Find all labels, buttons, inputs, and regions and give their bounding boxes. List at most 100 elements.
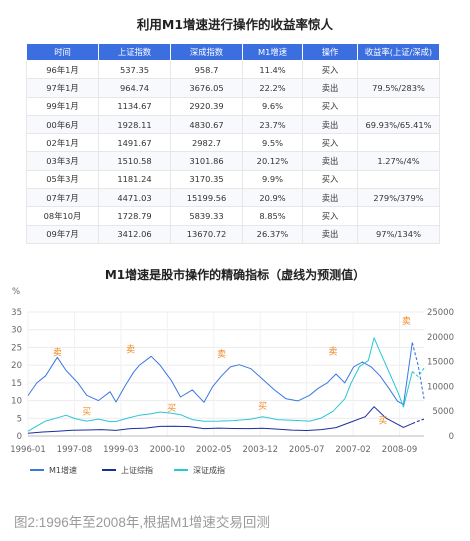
table-cell: 22.2% <box>242 78 303 98</box>
table-cell: 3170.35 <box>170 169 243 190</box>
table-cell: 卖出 <box>302 151 358 171</box>
table-cell: 卖出 <box>302 224 358 244</box>
x-tick-label: 2008-09 <box>382 445 418 455</box>
left-tick-label: 35 <box>11 308 22 318</box>
table-cell: 23.7% <box>242 114 303 135</box>
table-row: 99年1月 1134.67 2920.39 9.6% 买入 <box>26 96 440 116</box>
table-cell: 卖出 <box>302 78 358 98</box>
table-cell: 09年7月 <box>26 224 99 244</box>
table-row: 97年1月 964.74 3676.05 22.2% 卖出 79.5%/283% <box>26 78 440 98</box>
x-tick-label: 2003-12 <box>242 445 278 455</box>
x-tick-label: 1996-01 <box>10 445 46 455</box>
table-cell: 1510.58 <box>98 151 171 171</box>
table-cell: 00年6月 <box>26 114 99 135</box>
right-tick-label: 0 <box>449 432 454 442</box>
series-line <box>411 367 425 378</box>
series-line <box>27 337 413 432</box>
x-tick-label: 2002-05 <box>196 445 232 455</box>
left-tick-label: 25 <box>11 343 22 353</box>
table-cell: 卖出 <box>302 114 358 135</box>
table-cell: 279%/379% <box>357 188 440 208</box>
table-cell: 15199.56 <box>170 188 243 208</box>
table-cell: 买入 <box>302 206 358 226</box>
table-cell: 79.5%/283% <box>357 78 440 98</box>
x-tick-label: 2000-10 <box>150 445 186 455</box>
table-cell: 26.37% <box>242 224 303 244</box>
trade-annotation: 卖 <box>217 349 226 360</box>
table-header-row: 时间 上证指数 深成指数 M1增速 操作 收益率(上证/深成) <box>26 43 440 61</box>
table-cell: 97年1月 <box>26 78 99 98</box>
table-cell: 02年1月 <box>26 133 99 153</box>
column-header: 操作 <box>302 43 358 61</box>
table-cell: 11.4% <box>242 59 303 80</box>
x-tick-label: 1997-08 <box>57 445 93 455</box>
table-cell: 20.9% <box>242 188 303 208</box>
returns-table: 时间 上证指数 深成指数 M1增速 操作 收益率(上证/深成) 96年1月 537.35 95… <box>26 43 440 244</box>
right-tick-label: 15000 <box>427 358 454 368</box>
table-cell: 07年7月 <box>26 188 99 208</box>
table-cell: 20.12% <box>242 151 303 171</box>
table-row: 00年6月 1928.11 4830.67 23.7% 卖出 69.93%/65.41% <box>26 114 440 135</box>
left-axis-unit: % <box>12 287 20 297</box>
legend-label: M1增速 <box>49 465 77 475</box>
right-tick-label: 25000 <box>427 308 454 318</box>
table-cell: 99年1月 <box>26 96 99 116</box>
table-cell: 1181.24 <box>98 169 171 190</box>
table-cell: 05年3月 <box>26 169 99 190</box>
trade-annotation: 买 <box>167 403 176 414</box>
left-tick-label: 10 <box>11 397 22 407</box>
table-cell: 03年3月 <box>26 151 99 171</box>
table-cell: 3412.06 <box>98 224 171 244</box>
column-header: M1增速 <box>242 43 303 61</box>
right-tick-label: 10000 <box>427 382 454 392</box>
table-cell: 537.35 <box>98 59 171 80</box>
figure-caption: 图2:1996年至2008年,根据M1增速交易回测 <box>14 515 270 530</box>
table-cell: 5839.33 <box>170 206 243 226</box>
table-cell: 9.9% <box>242 169 303 190</box>
table-cell: 3101.86 <box>170 151 243 171</box>
x-tick-label: 2007-02 <box>335 445 371 455</box>
table-row: 08年10月 1728.79 5839.33 8.85% 买入 <box>26 206 440 226</box>
legend-label: 上证综指 <box>121 465 153 475</box>
trade-annotation: 买 <box>82 407 91 418</box>
table-cell: 买入 <box>302 169 358 190</box>
legend-label: 深证成指 <box>193 465 225 475</box>
trade-annotation: 卖 <box>53 347 62 358</box>
table-cell: 1.27%/4% <box>357 151 440 171</box>
table-title: 利用M1增速进行操作的收益率惊人 <box>136 17 334 32</box>
trade-annotation: 卖 <box>329 346 338 357</box>
table-body: 96年1月 537.35 958.7 11.4% 买入 97年1月 964.74 3676.0… <box>26 59 440 244</box>
left-tick-label: 0 <box>17 432 22 442</box>
x-tick-label: 1999-03 <box>103 445 139 455</box>
table-cell: 97%/134% <box>357 224 440 244</box>
chart-title: M1增速是股市操作的精确指标（虚线为预测值） <box>104 268 366 282</box>
column-header: 上证指数 <box>98 43 171 61</box>
table-cell: 69.93%/65.41% <box>357 114 440 135</box>
right-tick-label: 20000 <box>427 333 454 343</box>
table-cell: 08年10月 <box>26 206 99 226</box>
right-tick-label: 5000 <box>432 407 454 417</box>
table-cell: 958.7 <box>170 59 243 80</box>
table-cell <box>357 206 440 226</box>
left-tick-label: 15 <box>11 379 22 389</box>
table-row: 07年7月 4471.03 15199.56 20.9% 卖出 279%/379% <box>26 188 440 208</box>
table-cell: 2982.7 <box>170 133 243 153</box>
table-cell <box>357 59 440 80</box>
series-line <box>411 342 425 399</box>
table-cell: 卖出 <box>302 188 358 208</box>
table-cell: 9.5% <box>242 133 303 153</box>
table-cell: 4471.03 <box>98 188 171 208</box>
table-cell: 4830.67 <box>170 114 243 135</box>
x-tick-label: 2005-07 <box>289 445 325 455</box>
left-tick-label: 5 <box>17 414 22 424</box>
column-header: 深成指数 <box>170 43 243 61</box>
table-row: 02年1月 1491.67 2982.7 9.5% 买入 <box>26 133 440 153</box>
table-cell <box>357 133 440 153</box>
table-cell <box>357 96 440 116</box>
left-tick-label: 30 <box>11 326 22 336</box>
table-cell: 买入 <box>302 96 358 116</box>
trade-annotation: 买 <box>378 415 387 426</box>
table-row: 96年1月 537.35 958.7 11.4% 买入 <box>26 59 440 80</box>
trade-annotation: 卖 <box>402 316 411 327</box>
series-line <box>27 406 413 434</box>
